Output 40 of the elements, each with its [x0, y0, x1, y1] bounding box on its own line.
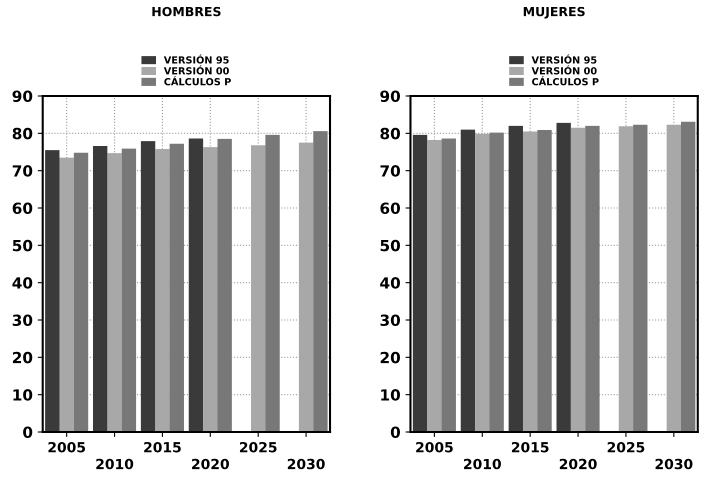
y-tick-label: 80 — [380, 128, 400, 140]
y-tick-label: 50 — [380, 240, 400, 252]
y-tick-label: 80 — [12, 128, 32, 140]
legend-label: VERSIÓN 00 — [164, 65, 229, 74]
y-tick-label: 20 — [380, 352, 400, 364]
x-tick-label: 2005 — [48, 442, 86, 452]
x-tick-label: 2030 — [288, 458, 325, 470]
y-tick-label: 70 — [380, 165, 400, 177]
legend-label: CÁLCULOS P — [532, 76, 599, 86]
y-tick-label: 70 — [12, 165, 32, 177]
y-tick-label: 90 — [380, 90, 400, 102]
legend-label: CÁLCULOS P — [164, 76, 231, 86]
y-tick-label: 40 — [380, 277, 400, 289]
legend-label: VERSIÓN 95 — [164, 54, 229, 64]
y-tick-label: 60 — [380, 202, 400, 214]
chart-title: HOMBRES — [152, 6, 221, 16]
x-tick-label: 2010 — [464, 458, 501, 470]
x-tick-label: 2020 — [560, 458, 597, 470]
x-tick-label: 2015 — [144, 442, 181, 452]
y-tick-label: 10 — [13, 389, 32, 401]
legend-label: VERSIÓN 95 — [532, 54, 596, 64]
x-tick-label: 2010 — [96, 458, 134, 470]
y-tick-label: 30 — [380, 314, 400, 326]
y-tick-label: 40 — [12, 277, 32, 289]
y-tick-label: 60 — [12, 202, 32, 214]
x-tick-label: 2020 — [192, 458, 229, 470]
y-tick-label: 10 — [381, 389, 400, 401]
x-tick-label: 2030 — [656, 458, 692, 470]
y-tick-label: 0 — [390, 426, 400, 438]
x-tick-label: 2005 — [416, 442, 453, 452]
y-tick-label: 90 — [12, 90, 32, 102]
x-tick-label: 2025 — [608, 442, 644, 452]
x-tick-label: 2025 — [240, 442, 277, 452]
y-tick-label: 50 — [12, 240, 32, 252]
x-tick-label: 2015 — [512, 442, 549, 452]
y-tick-label: 0 — [23, 426, 32, 438]
legend-label: VERSIÓN 00 — [532, 65, 597, 74]
y-tick-label: 20 — [12, 352, 32, 364]
y-tick-label: 30 — [12, 314, 32, 326]
chart-title: MUJERES — [524, 6, 585, 19]
